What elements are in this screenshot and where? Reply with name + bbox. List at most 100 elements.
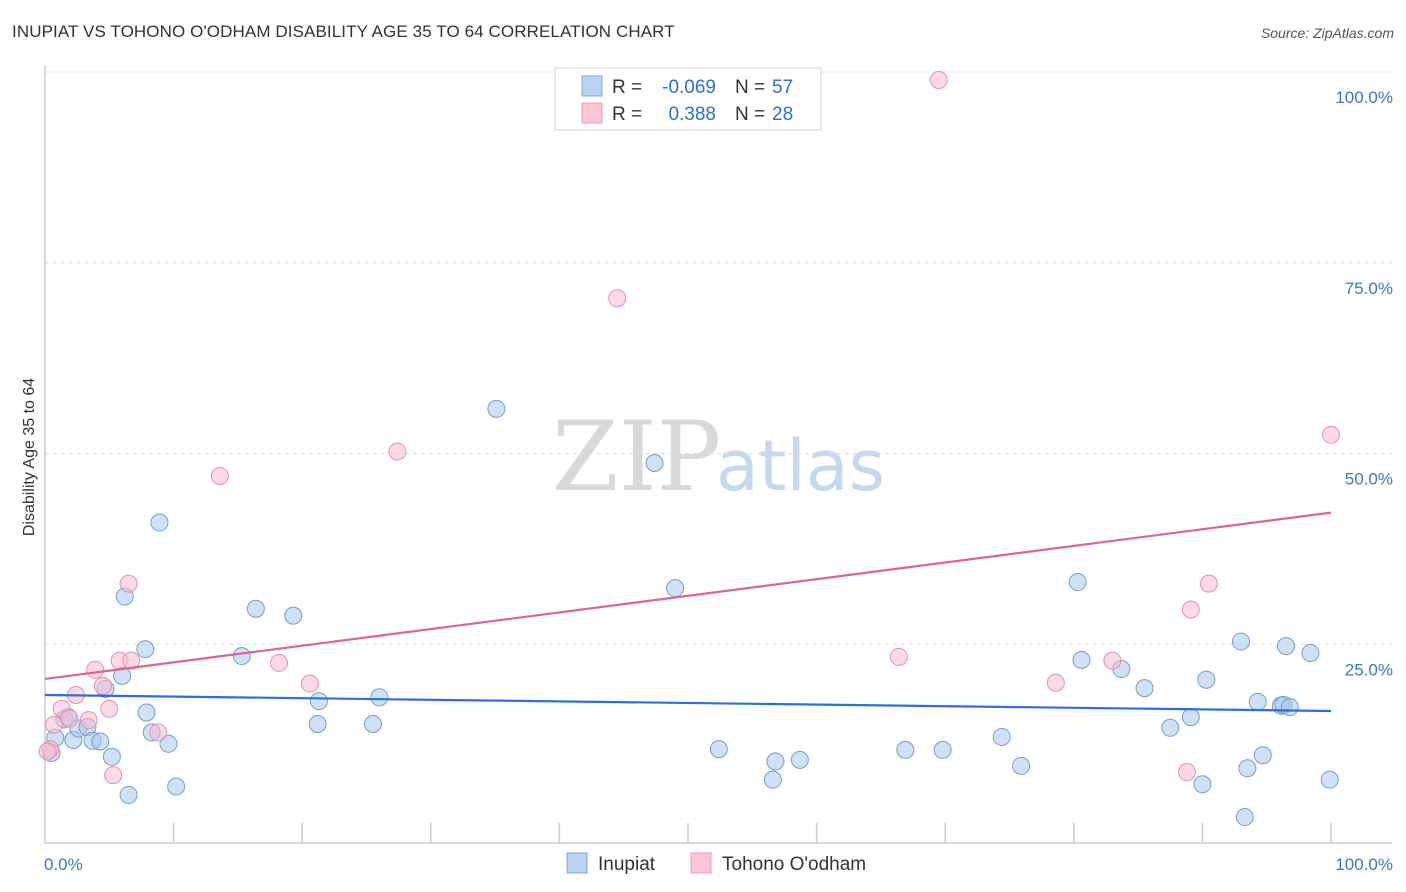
- legend-r-value-tohono: 0.388: [668, 104, 716, 125]
- inupiat-point-35: [933, 740, 952, 759]
- chart-title: INUPIAT VS TOHONO O'ODHAM DISABILITY AGE…: [12, 22, 675, 41]
- series-legend-label-inupiat: Inupiat: [598, 854, 656, 875]
- gridlines: [45, 71, 1392, 645]
- tohono-point-25: [1199, 574, 1218, 593]
- watermark-atlas: atlas: [716, 425, 885, 507]
- legend-n-value-tohono: 28: [772, 104, 793, 125]
- inupiat-point-14: [136, 640, 155, 659]
- inupiat-point-32: [766, 752, 785, 771]
- chart-source: Source: ZipAtlas.com: [1260, 25, 1394, 41]
- x-tick-label-1: 100.0%: [1335, 855, 1393, 874]
- tohono-point-15: [270, 653, 289, 672]
- inupiat-point-43: [1181, 708, 1200, 727]
- tohono-point-7: [93, 676, 112, 695]
- tohono-point-8: [100, 699, 119, 718]
- inupiat-point-15: [137, 703, 156, 722]
- tohono-point-17: [388, 442, 407, 461]
- inupiat-point-47: [1231, 632, 1250, 651]
- inupiat-point-20: [232, 647, 251, 666]
- inupiat-point-29: [666, 579, 685, 598]
- y-tick-label-1: 50.0%: [1345, 470, 1393, 489]
- inupiat-point-46: [1235, 808, 1254, 827]
- inupiat-point-24: [309, 692, 328, 711]
- legend-n-value-inupiat: 57: [772, 77, 793, 98]
- y-axis-label: Disability Age 35 to 64: [21, 378, 38, 536]
- tohono-point-14: [210, 466, 229, 485]
- legend-n-label-inupiat: N =: [735, 77, 765, 98]
- tohono-point-19: [889, 647, 908, 666]
- tohono-point-16: [300, 674, 319, 693]
- inupiat-point-39: [1072, 650, 1091, 669]
- inupiat-point-17: [150, 513, 169, 532]
- inupiat-point-31: [763, 770, 782, 789]
- tohono-point-22: [1103, 651, 1122, 670]
- inupiat-point-26: [370, 688, 389, 707]
- tohono-point-11: [119, 574, 138, 593]
- tohono-point-23: [1177, 763, 1196, 782]
- watermark-zip: ZIP: [552, 401, 721, 513]
- inupiat-point-21: [246, 599, 265, 618]
- series-legend-label-tohono: Tohono O'odham: [722, 854, 866, 875]
- legend-r-label-tohono: R =: [612, 104, 642, 125]
- tohono-point-13: [149, 723, 168, 742]
- stats-legend: R = -0.069 N = 57 R = 0.388 N = 28: [554, 67, 822, 131]
- inupiat-point-33: [790, 750, 809, 769]
- inupiat-point-36: [992, 727, 1011, 746]
- legend-swatch-inupiat: [581, 75, 603, 97]
- inupiat-point-55: [1301, 644, 1320, 663]
- series-inupiat-points: [42, 399, 1339, 827]
- inupiat-point-25: [363, 714, 382, 733]
- axes: [44, 66, 1392, 844]
- trend-lines: [44, 511, 1332, 713]
- y-tick-label-2: 75.0%: [1345, 279, 1393, 298]
- inupiat-point-22: [284, 606, 303, 625]
- watermark: ZIP atlas: [552, 401, 885, 513]
- inupiat-point-45: [1197, 670, 1216, 689]
- tohono-point-21: [1046, 673, 1065, 692]
- tohono-trend-line: [44, 511, 1332, 681]
- inupiat-point-34: [896, 740, 915, 759]
- x-tick-labels: 0.0% 100.0%: [44, 855, 1393, 874]
- inupiat-point-41: [1135, 679, 1154, 698]
- legend-r-value-inupiat: -0.069: [662, 77, 716, 98]
- inupiat-point-10: [102, 747, 121, 766]
- legend-n-label-tohono: N =: [735, 104, 765, 125]
- inupiat-point-54: [1280, 698, 1299, 717]
- inupiat-point-13: [119, 785, 138, 804]
- tohono-point-20: [929, 71, 948, 89]
- inupiat-point-42: [1161, 718, 1180, 737]
- inupiat-point-27: [487, 399, 506, 418]
- inupiat-trend-line: [44, 693, 1332, 713]
- inupiat-point-53: [1276, 637, 1295, 656]
- tohono-point-27: [38, 742, 57, 761]
- tohono-point-9: [104, 766, 123, 785]
- series-legend-swatch-tohono: [690, 852, 712, 874]
- inupiat-point-48: [1238, 759, 1257, 778]
- series-tohono-points: [38, 71, 1340, 785]
- inupiat-point-19: [167, 777, 186, 796]
- tohono-point-26: [1322, 425, 1340, 444]
- x-tick-label-0: 0.0%: [44, 855, 83, 874]
- inupiat-point-38: [1068, 573, 1087, 592]
- inupiat-point-56: [1320, 770, 1339, 789]
- tohono-point-12: [122, 651, 141, 670]
- tohono-point-24: [1181, 600, 1200, 619]
- tohono-point-1: [45, 715, 64, 734]
- inupiat-point-50: [1253, 746, 1272, 765]
- inupiat-point-28: [645, 454, 664, 473]
- inupiat-point-30: [709, 740, 728, 759]
- inupiat-point-37: [1012, 756, 1031, 775]
- inupiat-point-49: [1248, 692, 1267, 711]
- inupiat-point-23: [308, 714, 327, 733]
- inupiat-point-44: [1193, 775, 1212, 794]
- y-tick-label-0: 25.0%: [1345, 660, 1393, 679]
- inupiat-point-18: [159, 734, 178, 753]
- series-legend-swatch-inupiat: [566, 852, 588, 874]
- tohono-point-3: [60, 709, 79, 728]
- y-tick-label-3: 100.0%: [1335, 88, 1393, 107]
- y-tick-labels: 25.0% 50.0% 75.0% 100.0%: [1335, 88, 1393, 679]
- legend-r-label-inupiat: R =: [612, 77, 642, 98]
- tohono-point-5: [79, 711, 98, 730]
- tohono-point-18: [608, 289, 627, 308]
